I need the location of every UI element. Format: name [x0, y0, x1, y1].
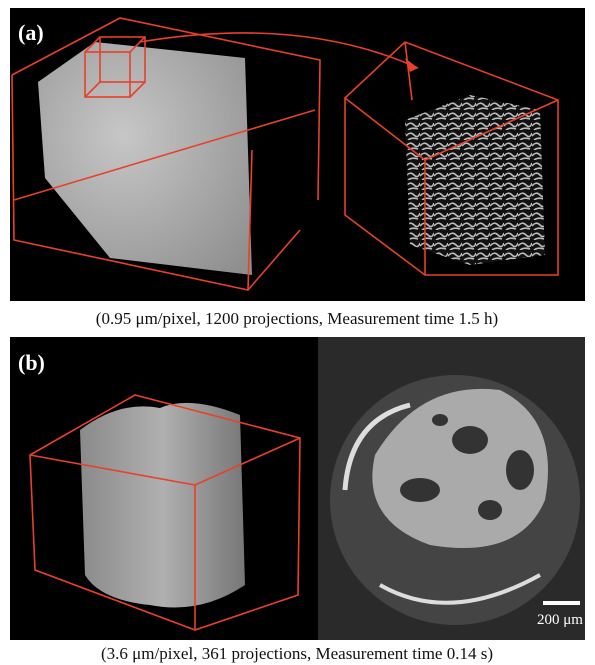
figure: (a) (0.95 μm/pixel, 1200 projections, Me…	[0, 0, 595, 665]
figure-canvas: (a) (0.95 μm/pixel, 1200 projections, Me…	[0, 0, 595, 665]
scale-bar-label: 200 μm	[537, 612, 583, 628]
fiber-structure	[405, 95, 545, 265]
panel-a: (a)	[10, 8, 585, 301]
sample-volume	[80, 403, 245, 608]
panel-label: (a)	[18, 20, 44, 45]
panel-label: (b)	[18, 350, 45, 375]
panel-b: 200 μm (b)	[10, 337, 585, 640]
caption: (3.6 μm/pixel, 361 projections, Measurem…	[101, 644, 493, 663]
caption: (0.95 μm/pixel, 1200 projections, Measur…	[96, 309, 498, 328]
